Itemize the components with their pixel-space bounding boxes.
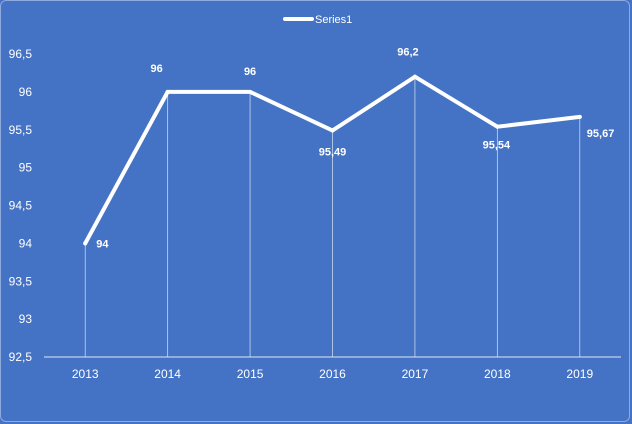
data-point	[83, 241, 88, 246]
data-point	[412, 74, 417, 79]
legend-label: Series1	[315, 14, 352, 26]
x-tick-label: 2018	[484, 367, 511, 381]
data-label: 96	[151, 63, 163, 75]
data-points	[83, 74, 582, 246]
x-tick-label: 2019	[566, 367, 593, 381]
x-tick-label: 2017	[402, 367, 429, 381]
data-label: 95,67	[587, 128, 615, 140]
y-tick-label: 96,5	[9, 47, 33, 61]
data-label: 95,49	[319, 147, 347, 159]
y-axis: 92,5 93 93,5 94 94,5 95 95,5 96 96,5	[9, 47, 33, 364]
data-point	[248, 89, 253, 94]
y-tick-label: 93,5	[9, 274, 33, 288]
x-tick-label: 2016	[319, 367, 346, 381]
legend: Series1	[283, 14, 352, 26]
data-point	[495, 124, 500, 129]
x-tick-label: 2013	[72, 367, 99, 381]
y-tick-label: 95,5	[9, 123, 33, 137]
y-tick-label: 95	[19, 161, 33, 175]
drop-lines	[84, 76, 581, 357]
data-point	[577, 114, 582, 119]
y-tick-label: 94,5	[9, 199, 33, 213]
data-point	[330, 128, 335, 133]
y-tick-label: 93	[19, 312, 33, 326]
data-label: 95,54	[483, 140, 511, 152]
y-tick-label: 94	[19, 236, 33, 250]
data-point	[165, 89, 170, 94]
data-labels: 94 96 96 95,49 96,2 95,54 95,67	[96, 47, 614, 251]
x-tick-label: 2014	[154, 367, 181, 381]
data-label: 94	[96, 238, 109, 250]
data-label: 96,2	[397, 47, 418, 59]
data-label: 96	[244, 66, 256, 78]
y-tick-label: 96	[19, 85, 33, 99]
x-tick-label: 2015	[237, 367, 264, 381]
x-axis: 2013 2014 2015 2016 2017 2018 2019	[72, 367, 594, 381]
y-tick-label: 92,5	[9, 350, 33, 364]
